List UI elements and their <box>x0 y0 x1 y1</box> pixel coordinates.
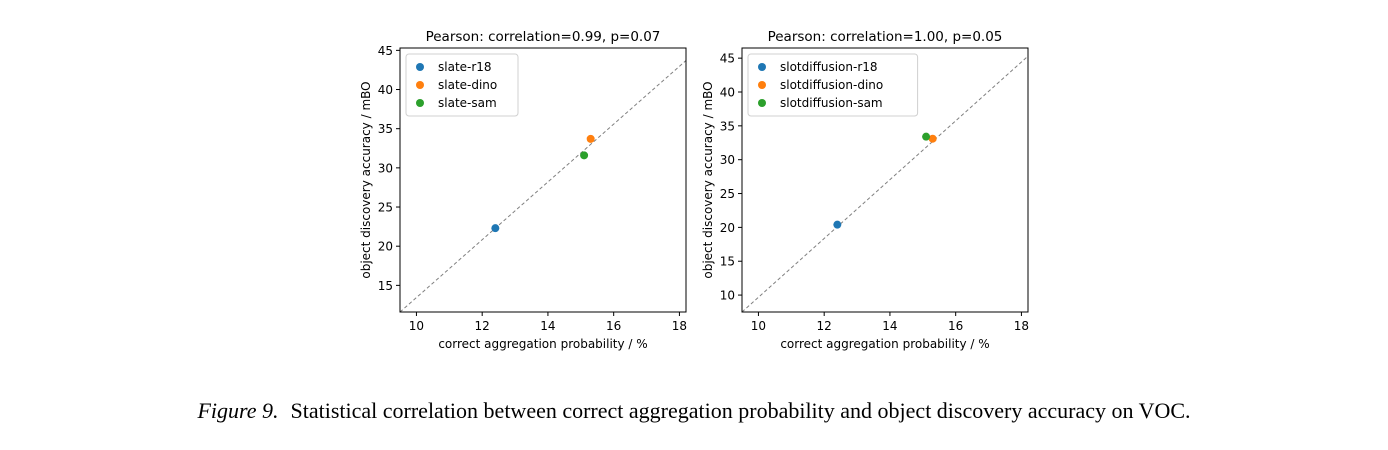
legend-label-slotdiffusion-dino: slotdiffusion-dino <box>780 78 883 92</box>
x-tick-label: 12 <box>817 319 832 333</box>
y-tick-label: 25 <box>378 201 393 215</box>
y-tick-label: 15 <box>378 279 393 293</box>
legend-label-slotdiffusion-sam: slotdiffusion-sam <box>780 96 883 110</box>
y-tick-label: 20 <box>378 240 393 254</box>
y-tick-label: 35 <box>720 119 735 133</box>
figure-caption: Figure 9. Statistical correlation between… <box>0 398 1388 424</box>
chart-panel-1: 10 12 14 16 18 15 20 25 30 35 40 45 Pearson: correla… <box>359 29 687 351</box>
y-tick-label: 25 <box>720 187 735 201</box>
y-tick-label: 40 <box>720 86 735 100</box>
trend-line <box>400 60 686 312</box>
y-tick-label: 35 <box>378 122 393 136</box>
legend-label-slate-r18: slate-r18 <box>438 60 492 74</box>
caption-label: Figure 9. <box>197 398 279 423</box>
data-point-slate-sam <box>580 151 589 160</box>
trend-line <box>742 55 1028 312</box>
data-point-slotdiffusion-dino <box>928 134 937 143</box>
data-point-slotdiffusion-sam <box>922 132 931 141</box>
legend-label-slotdiffusion-r18: slotdiffusion-r18 <box>780 60 878 74</box>
y-tick-label: 40 <box>378 83 393 97</box>
legend-marker-slate-sam <box>416 99 424 107</box>
legend-box <box>405 53 519 117</box>
legend-marker-slotdiffusion-dino <box>758 81 766 89</box>
plot-frame <box>399 47 687 313</box>
x-tick-label: 12 <box>475 319 490 333</box>
y-tick-label: 45 <box>720 52 735 66</box>
x-tick-label: 18 <box>1014 319 1029 333</box>
legend-marker-slate-dino <box>416 81 424 89</box>
x-tick-label: 16 <box>948 319 963 333</box>
x-tick-label: 18 <box>672 319 687 333</box>
legend-marker-slate-r18 <box>416 63 424 71</box>
legend-box <box>747 53 919 117</box>
data-point-slate-r18 <box>491 224 500 233</box>
x-tick-label: 14 <box>540 319 555 333</box>
x-tick-label: 10 <box>751 319 766 333</box>
x-axis-label: correct aggregation probability / % <box>780 337 989 351</box>
y-tick-label: 10 <box>720 289 735 303</box>
plot-frame <box>741 47 1029 313</box>
y-tick-label: 45 <box>378 44 393 58</box>
x-tick-label: 16 <box>606 319 621 333</box>
x-axis-label: correct aggregation probability / % <box>438 337 647 351</box>
caption-text: Statistical correlation between correct … <box>290 398 1191 423</box>
chart-title: Pearson: correlation=1.00, p=0.05 <box>768 29 1003 45</box>
x-tick-label: 10 <box>409 319 424 333</box>
chart-panel-2: 10 12 14 16 18 10 15 20 25 30 35 40 45 Pearson: corre… <box>701 29 1029 351</box>
legend-label-slate-sam: slate-sam <box>438 96 497 110</box>
data-point-slate-dino <box>586 134 595 143</box>
legend-marker-slotdiffusion-sam <box>758 99 766 107</box>
y-axis-label: object discovery accuracy / mBO <box>359 81 373 278</box>
data-point-slotdiffusion-r18 <box>833 220 842 229</box>
y-tick-label: 20 <box>720 221 735 235</box>
legend-label-slate-dino: slate-dino <box>438 78 497 92</box>
x-tick-label: 14 <box>882 319 897 333</box>
y-tick-label: 30 <box>378 161 393 175</box>
y-tick-label: 30 <box>720 153 735 167</box>
chart-title: Pearson: correlation=0.99, p=0.07 <box>426 29 661 45</box>
y-tick-label: 15 <box>720 255 735 269</box>
y-axis-label: object discovery accuracy / mBO <box>701 81 715 278</box>
legend-marker-slotdiffusion-r18 <box>758 63 766 71</box>
